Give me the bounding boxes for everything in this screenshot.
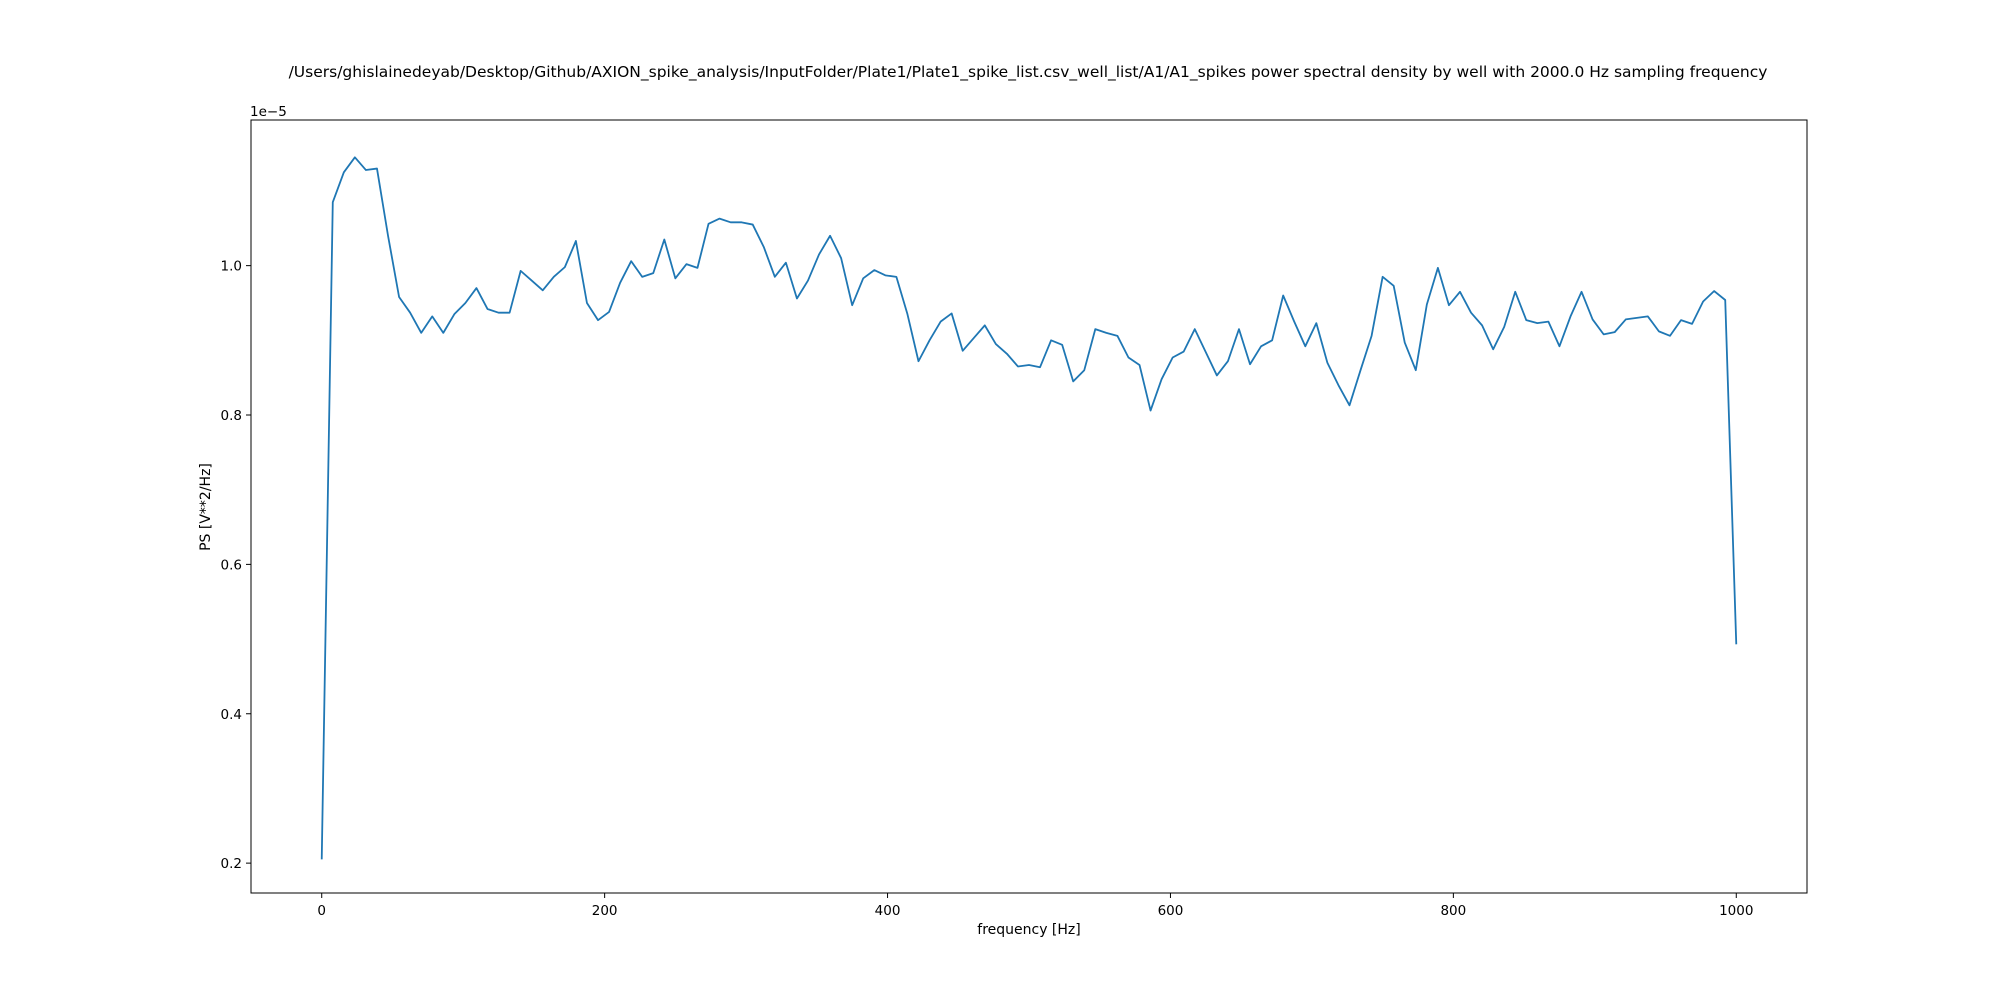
x-tick-label: 0 xyxy=(317,903,326,919)
plot-area-frame xyxy=(250,119,1808,894)
x-tick-label: 400 xyxy=(875,903,901,919)
x-tick-label: 1000 xyxy=(1719,903,1753,919)
y-axis-label: PS [V**2/Hz] xyxy=(198,463,214,551)
x-axis-ticks: 0 200 400 600 800 1000 xyxy=(317,893,1753,919)
psd-series-line xyxy=(320,156,1738,860)
y-tick-label: 1.0 xyxy=(221,259,242,275)
y-tick-label: 0.4 xyxy=(221,707,242,723)
y-tick-label: 0.8 xyxy=(221,408,242,424)
y-axis-offset-label: 1e−5 xyxy=(250,104,287,120)
y-tick-label: 0.2 xyxy=(221,856,242,872)
chart-title: /Users/ghislainedeyab/Desktop/Github/AXI… xyxy=(289,63,1768,82)
y-axis-ticks: 0.2 0.4 0.6 0.8 1.0 xyxy=(221,259,251,872)
y-tick-label: 0.6 xyxy=(221,557,242,573)
x-tick-label: 200 xyxy=(592,903,618,919)
x-tick-label: 800 xyxy=(1440,903,1466,919)
x-axis-label: frequency [Hz] xyxy=(977,922,1080,938)
x-tick-label: 600 xyxy=(1158,903,1184,919)
